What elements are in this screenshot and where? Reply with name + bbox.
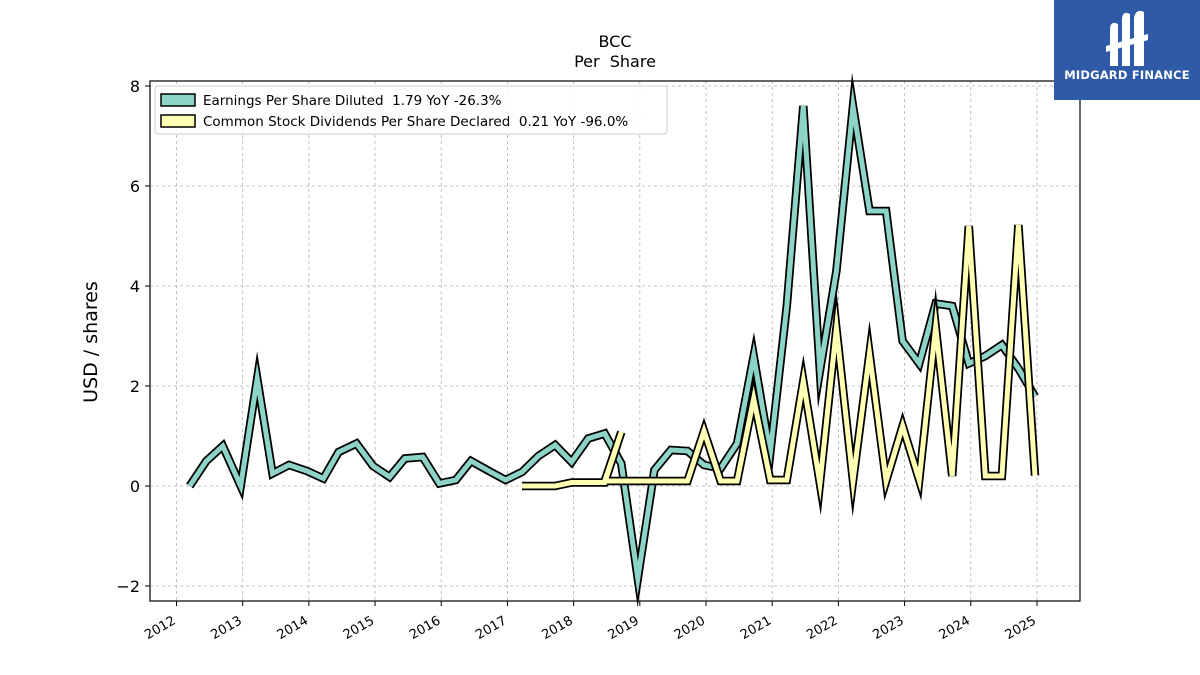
x-tick-label: 2022 bbox=[804, 613, 840, 643]
legend-box bbox=[154, 85, 668, 135]
x-tick-label: 2016 bbox=[407, 613, 443, 643]
y-tick-label: 6 bbox=[130, 177, 140, 196]
grid bbox=[150, 81, 1080, 601]
x-tick-label: 2019 bbox=[606, 613, 642, 643]
y-axis-label: USD / shares bbox=[80, 281, 102, 403]
series-outline-0 bbox=[186, 72, 1039, 608]
series-lines bbox=[186, 72, 1040, 608]
logo-mark-icon bbox=[1106, 10, 1148, 66]
y-ticks: −2 0 2 4 6 8 bbox=[116, 77, 150, 596]
plot-frame bbox=[149, 80, 1081, 602]
x-tick-label: 2013 bbox=[209, 613, 245, 643]
series-line-1 bbox=[522, 224, 1038, 503]
legend: Earnings Per Share Diluted 1.79 YoY -26.… bbox=[154, 85, 668, 135]
legend-swatch-eps bbox=[160, 93, 196, 107]
y-tick-label: 0 bbox=[130, 477, 140, 496]
x-ticks: 2012 2013 2014 2015 2016 2017 2018 2019 2020 2021… bbox=[142, 601, 1039, 643]
y-tick-label: 8 bbox=[130, 77, 140, 96]
chart-subtitle: Per Share bbox=[574, 52, 656, 71]
x-tick-label: 2023 bbox=[870, 613, 906, 643]
legend-label-dividends: Common Stock Dividends Per Share Declare… bbox=[203, 114, 628, 130]
y-tick-label: −2 bbox=[116, 577, 140, 596]
x-tick-label: 2024 bbox=[937, 613, 973, 643]
y-tick-label: 4 bbox=[130, 277, 140, 296]
x-tick-label: 2015 bbox=[341, 613, 377, 643]
x-tick-label: 2021 bbox=[738, 613, 774, 643]
legend-label-eps: Earnings Per Share Diluted 1.79 YoY -26.… bbox=[203, 93, 502, 109]
x-tick-label: 2025 bbox=[1003, 613, 1039, 643]
x-tick-label: 2018 bbox=[539, 613, 575, 643]
logo-text: MIDGARD FINANCE bbox=[1064, 68, 1190, 82]
y-tick-label: 2 bbox=[130, 377, 140, 396]
x-tick-label: 2014 bbox=[275, 613, 311, 643]
legend-swatch-dividends bbox=[160, 114, 196, 128]
chart-title: BCC bbox=[598, 32, 631, 51]
x-tick-label: 2012 bbox=[142, 613, 178, 643]
x-tick-label: 2017 bbox=[473, 613, 509, 643]
x-tick-label: 2020 bbox=[672, 613, 708, 643]
midgard-finance-logo: MIDGARD FINANCE bbox=[1054, 0, 1200, 100]
